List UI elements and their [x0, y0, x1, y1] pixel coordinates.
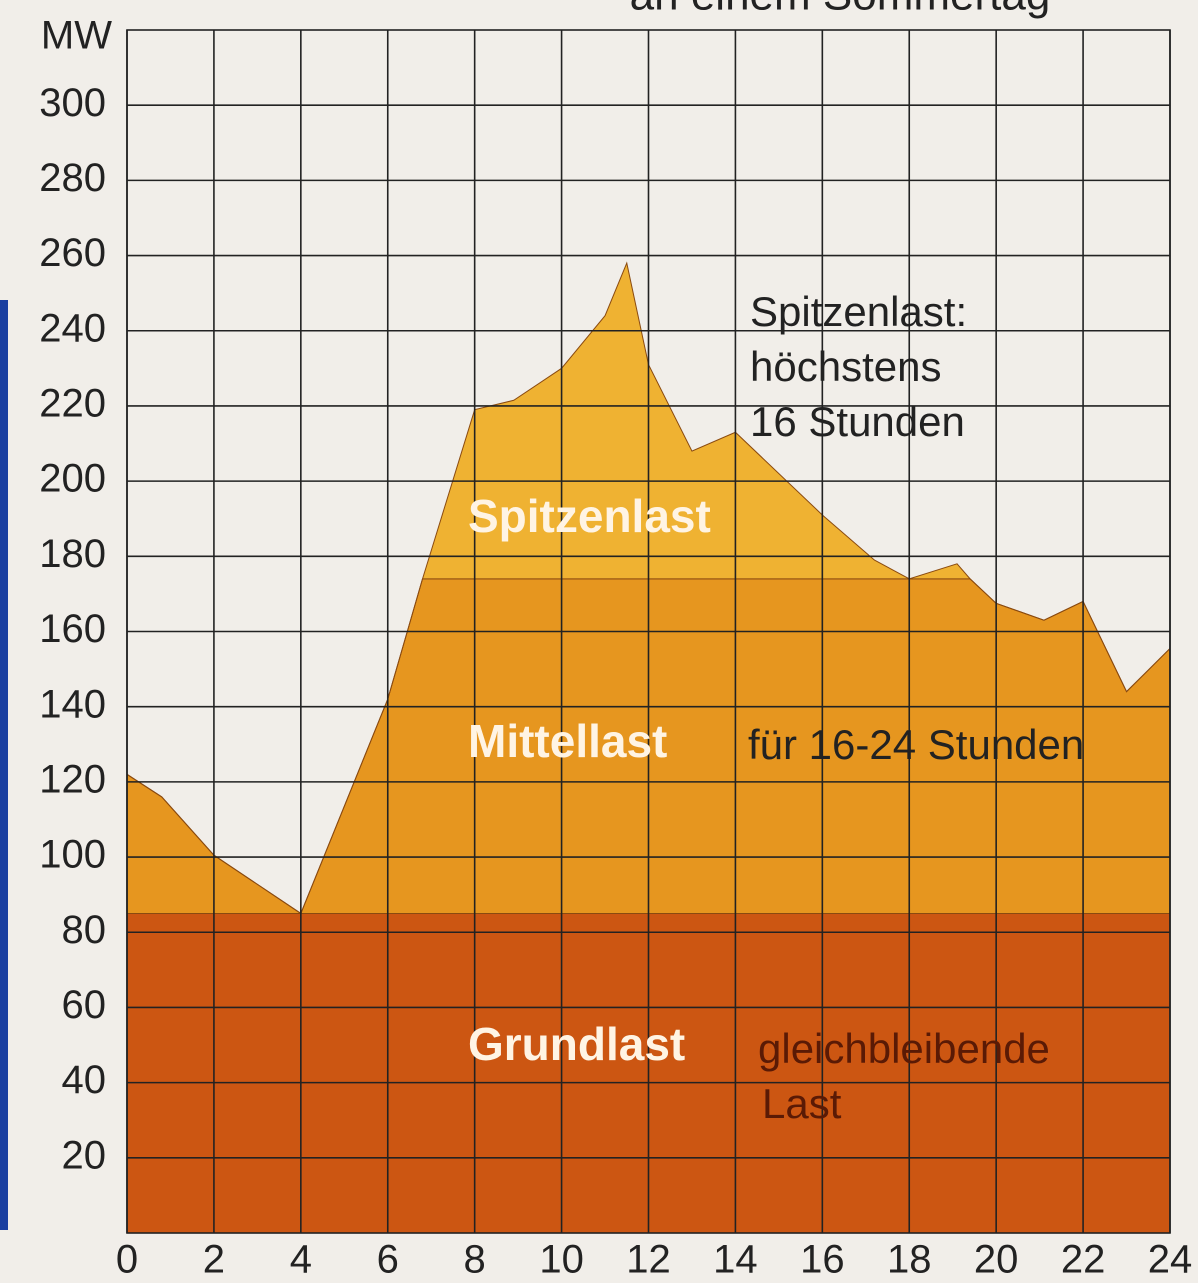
series-label: Grundlast — [468, 1018, 685, 1070]
annotation: gleichbleibende — [758, 1025, 1050, 1072]
x-tick-label: 0 — [116, 1238, 138, 1282]
y-tick-label: 20 — [62, 1133, 107, 1177]
x-tick-label: 2 — [203, 1238, 225, 1282]
y-tick-label: 240 — [39, 306, 106, 350]
chart-title: an einem Sommertag — [630, 0, 1051, 20]
y-tick-label: 180 — [39, 532, 106, 576]
x-tick-label: 10 — [539, 1238, 584, 1282]
y-axis-label: MW — [41, 14, 112, 58]
y-tick-label: 300 — [39, 81, 106, 125]
y-tick-label: 60 — [62, 983, 107, 1027]
annotation: Spitzenlast: — [750, 288, 967, 335]
x-tick-label: 12 — [626, 1238, 671, 1282]
annotation: höchstens — [750, 343, 941, 390]
x-tick-label: 4 — [290, 1238, 312, 1282]
series-label: Mittellast — [468, 715, 667, 767]
y-tick-label: 140 — [39, 682, 106, 726]
x-tick-label: 24 — [1148, 1238, 1193, 1282]
y-tick-label: 120 — [39, 757, 106, 801]
x-tick-label: 20 — [974, 1238, 1019, 1282]
left-edge — [0, 300, 8, 1230]
y-tick-label: 260 — [39, 231, 106, 275]
y-tick-label: 200 — [39, 457, 106, 501]
y-tick-label: 280 — [39, 156, 106, 200]
plot-frame — [126, 29, 1171, 1234]
annotation: für 16-24 Stunden — [748, 721, 1084, 768]
x-tick-label: 22 — [1061, 1238, 1106, 1282]
annotation: Last — [762, 1080, 842, 1127]
x-tick-label: 16 — [800, 1238, 845, 1282]
y-tick-label: 220 — [39, 382, 106, 426]
y-tick-label: 160 — [39, 607, 106, 651]
y-tick-label: 40 — [62, 1058, 107, 1102]
x-tick-label: 6 — [377, 1238, 399, 1282]
x-tick-label: 14 — [713, 1238, 758, 1282]
y-tick-label: 80 — [62, 908, 107, 952]
annotation: 16 Stunden — [750, 398, 965, 445]
x-tick-label: 18 — [887, 1238, 932, 1282]
y-tick-label: 100 — [39, 833, 106, 877]
x-tick-label: 8 — [464, 1238, 486, 1282]
series-label: Spitzenlast — [468, 490, 711, 542]
